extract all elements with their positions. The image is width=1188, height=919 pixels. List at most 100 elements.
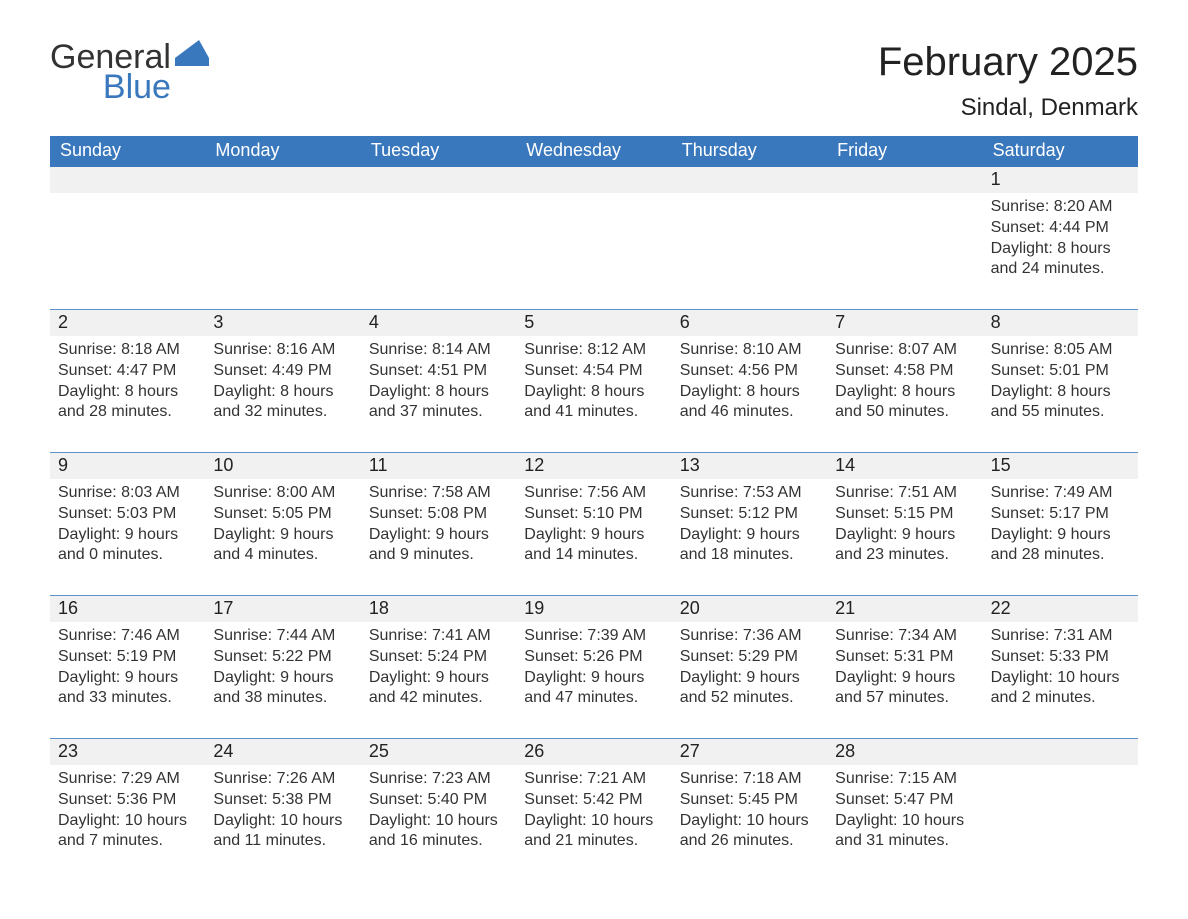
daylight-line: Daylight: 9 hours and 52 minutes. [680, 668, 819, 710]
day-number: 11 [361, 453, 516, 479]
week-row: 16Sunrise: 7:46 AMSunset: 5:19 PMDayligh… [50, 595, 1138, 716]
sunrise-line: Sunrise: 8:18 AM [58, 340, 197, 361]
day-number [672, 167, 827, 193]
sunset-line: Sunset: 5:40 PM [369, 790, 508, 811]
day-number [516, 167, 671, 193]
sunset-line: Sunset: 5:26 PM [524, 647, 663, 668]
day-details: Sunrise: 8:10 AMSunset: 4:56 PMDaylight:… [672, 336, 827, 423]
daylight-line: Daylight: 10 hours and 21 minutes. [524, 811, 663, 853]
daylight-line: Daylight: 8 hours and 41 minutes. [524, 382, 663, 424]
day-number: 12 [516, 453, 671, 479]
week-row: 23Sunrise: 7:29 AMSunset: 5:36 PMDayligh… [50, 738, 1138, 859]
day-details: Sunrise: 7:18 AMSunset: 5:45 PMDaylight:… [672, 765, 827, 852]
sunset-line: Sunset: 5:10 PM [524, 504, 663, 525]
sunrise-line: Sunrise: 7:36 AM [680, 626, 819, 647]
sunrise-line: Sunrise: 7:44 AM [213, 626, 352, 647]
day-number [205, 167, 360, 193]
sunrise-line: Sunrise: 8:14 AM [369, 340, 508, 361]
sunset-line: Sunset: 5:05 PM [213, 504, 352, 525]
day-number: 18 [361, 596, 516, 622]
day-details: Sunrise: 8:00 AMSunset: 5:05 PMDaylight:… [205, 479, 360, 566]
day-cell: 7Sunrise: 8:07 AMSunset: 4:58 PMDaylight… [827, 310, 982, 430]
day-number: 17 [205, 596, 360, 622]
day-details: Sunrise: 7:21 AMSunset: 5:42 PMDaylight:… [516, 765, 671, 852]
daylight-line: Daylight: 9 hours and 28 minutes. [991, 525, 1130, 567]
sunset-line: Sunset: 5:36 PM [58, 790, 197, 811]
logo-flag-icon [175, 40, 209, 66]
day-cell: 16Sunrise: 7:46 AMSunset: 5:19 PMDayligh… [50, 596, 205, 716]
daylight-line: Daylight: 9 hours and 42 minutes. [369, 668, 508, 710]
day-details: Sunrise: 7:56 AMSunset: 5:10 PMDaylight:… [516, 479, 671, 566]
day-number [827, 167, 982, 193]
day-details: Sunrise: 7:31 AMSunset: 5:33 PMDaylight:… [983, 622, 1138, 709]
dow-thursday: Thursday [672, 136, 827, 167]
day-details: Sunrise: 7:49 AMSunset: 5:17 PMDaylight:… [983, 479, 1138, 566]
day-details: Sunrise: 7:46 AMSunset: 5:19 PMDaylight:… [50, 622, 205, 709]
sunset-line: Sunset: 5:12 PM [680, 504, 819, 525]
day-details: Sunrise: 7:39 AMSunset: 5:26 PMDaylight:… [516, 622, 671, 709]
week-row: 2Sunrise: 8:18 AMSunset: 4:47 PMDaylight… [50, 309, 1138, 430]
day-details: Sunrise: 8:16 AMSunset: 4:49 PMDaylight:… [205, 336, 360, 423]
day-cell: 9Sunrise: 8:03 AMSunset: 5:03 PMDaylight… [50, 453, 205, 573]
day-number [361, 167, 516, 193]
sunrise-line: Sunrise: 8:03 AM [58, 483, 197, 504]
daylight-line: Daylight: 10 hours and 16 minutes. [369, 811, 508, 853]
day-details: Sunrise: 8:14 AMSunset: 4:51 PMDaylight:… [361, 336, 516, 423]
week-row: 9Sunrise: 8:03 AMSunset: 5:03 PMDaylight… [50, 452, 1138, 573]
sunset-line: Sunset: 4:56 PM [680, 361, 819, 382]
day-number: 6 [672, 310, 827, 336]
day-cell: 1Sunrise: 8:20 AMSunset: 4:44 PMDaylight… [983, 167, 1138, 287]
day-number: 2 [50, 310, 205, 336]
day-details: Sunrise: 8:07 AMSunset: 4:58 PMDaylight:… [827, 336, 982, 423]
day-number [50, 167, 205, 193]
dow-monday: Monday [205, 136, 360, 167]
sunrise-line: Sunrise: 7:51 AM [835, 483, 974, 504]
day-details: Sunrise: 7:41 AMSunset: 5:24 PMDaylight:… [361, 622, 516, 709]
daylight-line: Daylight: 8 hours and 50 minutes. [835, 382, 974, 424]
day-cell: 14Sunrise: 7:51 AMSunset: 5:15 PMDayligh… [827, 453, 982, 573]
day-cell: 26Sunrise: 7:21 AMSunset: 5:42 PMDayligh… [516, 739, 671, 859]
daylight-line: Daylight: 8 hours and 28 minutes. [58, 382, 197, 424]
sunset-line: Sunset: 4:51 PM [369, 361, 508, 382]
day-cell: 25Sunrise: 7:23 AMSunset: 5:40 PMDayligh… [361, 739, 516, 859]
dow-saturday: Saturday [983, 136, 1138, 167]
daylight-line: Daylight: 9 hours and 23 minutes. [835, 525, 974, 567]
day-cell: 10Sunrise: 8:00 AMSunset: 5:05 PMDayligh… [205, 453, 360, 573]
daylight-line: Daylight: 9 hours and 4 minutes. [213, 525, 352, 567]
sunset-line: Sunset: 5:31 PM [835, 647, 974, 668]
day-cell: 27Sunrise: 7:18 AMSunset: 5:45 PMDayligh… [672, 739, 827, 859]
day-cell: 23Sunrise: 7:29 AMSunset: 5:36 PMDayligh… [50, 739, 205, 859]
day-number: 4 [361, 310, 516, 336]
sunset-line: Sunset: 5:29 PM [680, 647, 819, 668]
week-row: 1Sunrise: 8:20 AMSunset: 4:44 PMDaylight… [50, 167, 1138, 287]
day-cell: 2Sunrise: 8:18 AMSunset: 4:47 PMDaylight… [50, 310, 205, 430]
sunset-line: Sunset: 4:58 PM [835, 361, 974, 382]
day-number: 16 [50, 596, 205, 622]
month-title: February 2025 [878, 40, 1138, 84]
day-number: 3 [205, 310, 360, 336]
day-details: Sunrise: 7:51 AMSunset: 5:15 PMDaylight:… [827, 479, 982, 566]
day-cell: 24Sunrise: 7:26 AMSunset: 5:38 PMDayligh… [205, 739, 360, 859]
sunset-line: Sunset: 5:22 PM [213, 647, 352, 668]
day-number [983, 739, 1138, 765]
day-number: 24 [205, 739, 360, 765]
daylight-line: Daylight: 8 hours and 55 minutes. [991, 382, 1130, 424]
daylight-line: Daylight: 9 hours and 18 minutes. [680, 525, 819, 567]
daylight-line: Daylight: 9 hours and 33 minutes. [58, 668, 197, 710]
day-number: 15 [983, 453, 1138, 479]
day-number: 7 [827, 310, 982, 336]
logo: General Blue [50, 40, 209, 104]
day-number: 9 [50, 453, 205, 479]
day-details: Sunrise: 7:34 AMSunset: 5:31 PMDaylight:… [827, 622, 982, 709]
title-block: February 2025 Sindal, Denmark [878, 40, 1138, 122]
sunset-line: Sunset: 5:24 PM [369, 647, 508, 668]
daylight-line: Daylight: 9 hours and 57 minutes. [835, 668, 974, 710]
day-cell: 21Sunrise: 7:34 AMSunset: 5:31 PMDayligh… [827, 596, 982, 716]
day-cell: 3Sunrise: 8:16 AMSunset: 4:49 PMDaylight… [205, 310, 360, 430]
daylight-line: Daylight: 10 hours and 7 minutes. [58, 811, 197, 853]
day-cell: 22Sunrise: 7:31 AMSunset: 5:33 PMDayligh… [983, 596, 1138, 716]
day-number: 13 [672, 453, 827, 479]
calendar: SundayMondayTuesdayWednesdayThursdayFrid… [50, 136, 1138, 859]
day-number: 26 [516, 739, 671, 765]
sunrise-line: Sunrise: 8:05 AM [991, 340, 1130, 361]
